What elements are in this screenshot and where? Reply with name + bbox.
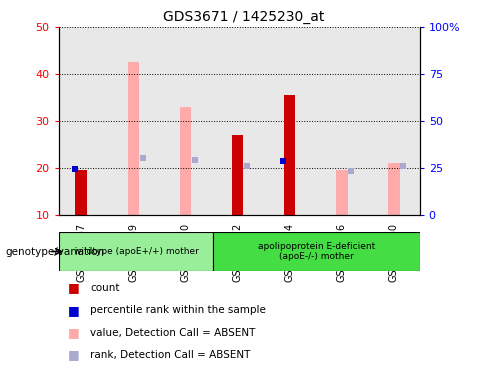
Bar [213, 232, 420, 271]
Bar [59, 232, 213, 271]
Text: rank, Detection Call = ABSENT: rank, Detection Call = ABSENT [90, 350, 251, 360]
Text: ■: ■ [68, 281, 80, 295]
Text: genotype/variation: genotype/variation [5, 247, 104, 257]
Bar [180, 107, 191, 215]
Bar [284, 95, 295, 215]
Text: GDS3671 / 1425230_at: GDS3671 / 1425230_at [163, 10, 325, 23]
Text: ■: ■ [68, 304, 80, 317]
Bar [232, 135, 244, 215]
Text: value, Detection Call = ABSENT: value, Detection Call = ABSENT [90, 328, 256, 338]
Text: apolipoprotein E-deficient
(apoE-/-) mother: apolipoprotein E-deficient (apoE-/-) mot… [258, 242, 375, 261]
Text: ■: ■ [68, 326, 80, 339]
Bar [127, 62, 139, 215]
Text: wildtype (apoE+/+) mother: wildtype (apoE+/+) mother [74, 247, 199, 256]
Bar [76, 170, 87, 215]
Text: percentile rank within the sample: percentile rank within the sample [90, 305, 266, 315]
Bar [336, 170, 347, 215]
Text: count: count [90, 283, 120, 293]
Bar [388, 163, 400, 215]
Text: ■: ■ [68, 348, 80, 361]
